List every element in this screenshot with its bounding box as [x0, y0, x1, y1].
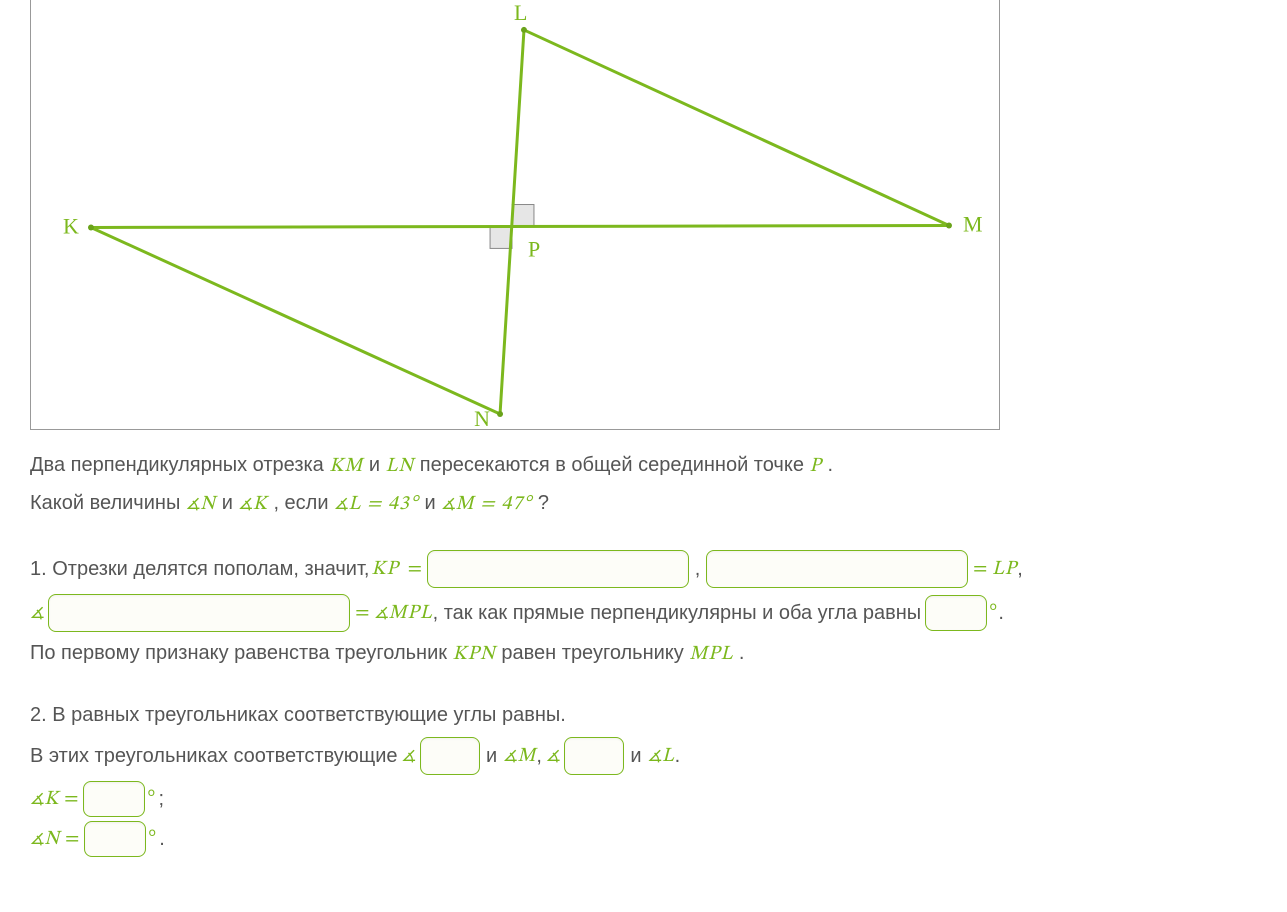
q2-angle-k: ∡K = ° ;	[30, 781, 1257, 817]
text: ;	[158, 784, 164, 815]
text: ,	[536, 741, 542, 772]
math-n: N	[200, 494, 216, 514]
math-l-eq: L = 43°	[348, 494, 418, 514]
text: .	[739, 642, 745, 664]
input-angle-n-value[interactable]	[84, 821, 146, 857]
degree-symbol: °	[989, 598, 998, 629]
text: .	[675, 741, 681, 772]
equals-icon: =	[59, 784, 83, 815]
text: Какой величины	[30, 492, 186, 514]
angle-icon: ∡	[402, 741, 416, 772]
q2-angle-n: ∡N = ° .	[30, 821, 1257, 857]
equals-icon: =	[403, 554, 427, 585]
math-k2: K	[44, 784, 59, 815]
text: ?	[538, 492, 549, 514]
intro-line-2: Какой величины ∡N и ∡K , если ∡L = 43° и…	[30, 488, 1257, 520]
math-m: M	[518, 741, 537, 772]
angle-icon: ∡	[441, 494, 455, 514]
input-angle-equals-mpl[interactable]	[48, 594, 350, 632]
svg-text:K: K	[63, 213, 79, 238]
text: и	[486, 741, 497, 772]
math-m-eq: M = 47°	[456, 494, 533, 514]
q1-line2: ∡ = ∡MPL , так как прямые перпендикулярн…	[30, 594, 1257, 632]
text: В этих треугольниках соответствующие	[30, 741, 398, 772]
text: и	[630, 741, 641, 772]
text: 1. Отрезки делятся пополам, значит,	[30, 554, 369, 585]
text: ,	[695, 554, 701, 585]
svg-text:N: N	[474, 406, 490, 429]
equals-icon: =	[350, 598, 374, 629]
math-km: KM	[329, 456, 363, 476]
math-kp: KP	[371, 554, 398, 585]
text: .	[159, 824, 165, 855]
q2-line2: В этих треугольниках соответствующие ∡ и…	[30, 737, 1257, 775]
text: .	[998, 598, 1004, 629]
math-k: K	[253, 494, 268, 514]
angle-icon: ∡	[503, 741, 517, 772]
math-p: P	[810, 456, 822, 476]
angle-icon: ∡	[30, 784, 44, 815]
text: и	[425, 492, 442, 514]
degree-symbol: °	[147, 784, 156, 815]
exercise-page: K L M N P Два перпендикулярных отрезка KM и …	[0, 0, 1287, 912]
text: 2. В равных треугольниках соответствующи…	[30, 704, 566, 726]
angle-icon: ∡	[648, 741, 662, 772]
intro-line-1: Два перпендикулярных отрезка KM и LN пер…	[30, 450, 1257, 482]
q2-line1: 2. В равных треугольниках соответствующи…	[30, 700, 1257, 731]
equals-icon: =	[60, 824, 84, 855]
text: ,	[1017, 554, 1023, 585]
text: По первому признаку равенства треугольни…	[30, 642, 453, 664]
text: и	[222, 492, 239, 514]
math-kpn: KPN	[453, 644, 496, 664]
text: .	[827, 454, 833, 476]
q1-line1: 1. Отрезки делятся пополам, значит, KP =…	[30, 550, 1257, 588]
equals-icon: =	[968, 554, 992, 585]
math-mpl2: MPL	[689, 644, 733, 664]
angle-icon: ∡	[334, 494, 348, 514]
text: и	[369, 454, 386, 476]
input-angle-degrees[interactable]	[925, 595, 987, 631]
math-ln: LN	[386, 456, 415, 476]
math-mpl: MPL	[389, 598, 433, 629]
text: , если	[273, 492, 334, 514]
text: , так как прямые перпендикулярны и оба у…	[433, 598, 922, 629]
math-lp: LP	[992, 554, 1017, 585]
input-corresponds-l[interactable]	[564, 737, 624, 775]
geometry-diagram: K L M N P	[30, 0, 1000, 430]
math-n2: N	[44, 824, 60, 855]
input-equals-lp[interactable]	[706, 550, 968, 588]
text: равен треугольнику	[501, 642, 689, 664]
math-l: L	[662, 741, 675, 772]
svg-text:P: P	[528, 236, 540, 261]
text: пересекаются в общей серединной точке	[420, 454, 810, 476]
q1-conclusion: По первому признаку равенства треугольни…	[30, 638, 1257, 670]
text: Два перпендикулярных отрезка	[30, 454, 329, 476]
svg-text:M: M	[963, 211, 983, 236]
angle-icon: ∡	[238, 494, 252, 514]
angle-icon: ∡	[546, 741, 560, 772]
input-angle-k-value[interactable]	[83, 781, 145, 817]
input-corresponds-m[interactable]	[420, 737, 480, 775]
angle-icon: ∡	[374, 598, 388, 629]
input-kp-equals[interactable]	[427, 550, 689, 588]
angle-icon: ∡	[30, 824, 44, 855]
angle-icon: ∡	[186, 494, 200, 514]
degree-symbol: °	[148, 824, 157, 855]
angle-icon: ∡	[30, 598, 44, 629]
svg-text:L: L	[514, 0, 527, 25]
